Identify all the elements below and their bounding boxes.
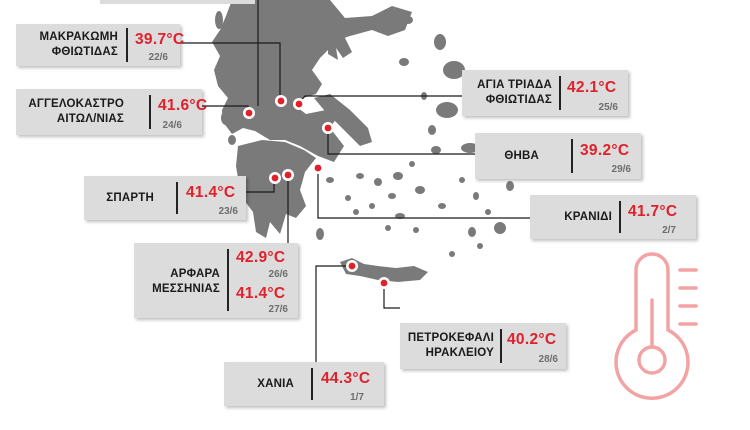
record-date: 24/6 <box>162 120 182 131</box>
location-name-line-1: ΧΑΝΙΑ <box>257 378 294 390</box>
record-date: 26/6 <box>268 269 288 280</box>
landmass <box>212 0 514 282</box>
peloponnese <box>236 140 316 238</box>
marker-arfara <box>282 169 294 181</box>
card-divider <box>126 28 128 62</box>
card-chania: ΧΑΝΙΑ 44.3°C 1/7 <box>224 362 384 406</box>
location-name-line-1: ΜΑΚΡΑΚΩΜΗ <box>39 31 118 43</box>
location-name-line-2: ΗΡΑΚΛΕΙΟΥ <box>425 347 494 359</box>
marker-aggelokastro <box>243 107 255 119</box>
connector-thiva <box>327 128 475 155</box>
location-name: ΑΓΓΕΛΟΚΑΣΤΡΟ ΑΙΤΩΛ/ΝΙΑΣ <box>20 97 124 127</box>
card-divider <box>176 182 178 214</box>
temperature-value: 41.6°C <box>158 97 208 114</box>
location-name: ΧΑΝΙΑ <box>228 377 294 392</box>
marker-makrakomi <box>275 95 287 107</box>
temperature-value: 41.7°C <box>628 203 678 220</box>
location-name: ΑΓΙΑ ΤΡΙΑΔΑ ΦΘΙΩΤΙΔΑΣ <box>464 78 552 108</box>
card-sparti: ΣΠΑΡΤΗ 41.4°C 23/6 <box>84 176 246 220</box>
location-name-line-1: ΑΓΓΕΛΟΚΑΣΤΡΟ <box>28 98 124 110</box>
location-name: ΑΡΦΑΡΑ ΜΕΣΣΗΝΙΑΣ <box>138 267 220 297</box>
marker-thiva <box>322 122 334 134</box>
temperature-value: 39.7°C <box>135 31 185 48</box>
location-name-line-2: ΦΘΙΩΤΙΔΑΣ <box>51 46 118 58</box>
marker-chania <box>346 260 358 272</box>
record-date: 29/6 <box>611 164 631 175</box>
location-name-line-1: ΘΗΒΑ <box>504 150 539 162</box>
card-divider <box>619 201 621 233</box>
location-name-line-1: ΣΠΑΡΤΗ <box>106 192 154 204</box>
record-date: 22/6 <box>148 52 168 63</box>
temperature-value: 42.1°C <box>567 79 617 96</box>
card-kranidi: ΚΡΑΝΙΔΙ 41.7°C 2/7 <box>530 195 696 239</box>
marker-sparti <box>269 172 281 184</box>
markers <box>243 95 390 289</box>
location-name-line-1: ΑΓΙΑ ΤΡΙΑΔΑ <box>477 79 552 91</box>
card-divider <box>311 368 313 400</box>
evia-island <box>314 94 372 146</box>
card-divider <box>571 139 573 173</box>
temperature-value: 39.2°C <box>580 142 630 159</box>
card-petrokefali: ΠΕΤΡΟΚΕΦΑΛΙ ΗΡΑΚΛΕΙΟΥ 40.2°C 28/6 <box>400 323 566 369</box>
card-divider <box>149 95 151 129</box>
card-divider <box>227 249 229 311</box>
crete-island <box>340 258 428 282</box>
partial-card-top <box>100 0 255 4</box>
connector-kranidi <box>317 168 530 219</box>
record-date: 2/7 <box>662 225 676 236</box>
card-divider <box>500 329 502 363</box>
record-date: 25/6 <box>598 102 618 113</box>
temperature-value: 41.4°C <box>236 285 286 302</box>
card-arfara: ΑΡΦΑΡΑ ΜΕΣΣΗΝΙΑΣ 42.9°C 26/6 41.4°C 27/6 <box>134 243 298 318</box>
record-date: 1/7 <box>350 392 364 403</box>
temperature-value: 42.9°C <box>236 249 286 266</box>
card-thiva: ΘΗΒΑ 39.2°C 29/6 <box>475 133 641 179</box>
location-name-line-2: ΜΕΣΣΗΝΙΑΣ <box>152 283 220 295</box>
location-name-line-2: ΦΘΙΩΤΙΔΑΣ <box>485 94 552 106</box>
location-name-line-1: ΚΡΑΝΙΔΙ <box>564 211 612 223</box>
temperature-value: 40.2°C <box>507 331 557 348</box>
connector-makrakomi <box>180 42 281 100</box>
record-date: 27/6 <box>268 304 288 315</box>
location-name: ΠΕΤΡΟΚΕΦΑΛΙ ΗΡΑΚΛΕΙΟΥ <box>402 331 494 361</box>
connector-chania <box>315 265 350 374</box>
card-divider <box>559 76 561 110</box>
temperature-value: 41.4°C <box>186 184 236 201</box>
card-agia-triada: ΑΓΙΑ ΤΡΙΑΔΑ ΦΘΙΩΤΙΔΑΣ 42.1°C 25/6 <box>462 70 628 116</box>
marker-petrokefali <box>378 277 390 289</box>
location-name: ΜΑΚΡΑΚΩΜΗ ΦΘΙΩΤΙΔΑΣ <box>20 30 118 60</box>
mainland-greece <box>212 0 412 162</box>
temperature-value: 44.3°C <box>321 370 371 387</box>
location-name-line-2: ΑΙΤΩΛ/ΝΙΑΣ <box>56 113 124 125</box>
location-name: ΣΠΑΡΤΗ <box>88 191 154 206</box>
marker-agia-triada <box>293 98 305 110</box>
location-name: ΘΗΒΑ <box>479 149 539 164</box>
connector-petrokefali <box>383 284 400 309</box>
location-name-line-1: ΑΡΦΑΡΑ <box>170 268 220 280</box>
chalkidiki <box>328 36 352 60</box>
marker-kranidi <box>312 162 324 174</box>
thermometer-icon <box>614 252 698 400</box>
location-name-line-1: ΠΕΤΡΟΚΕΦΑΛΙ <box>407 332 494 344</box>
record-date: 28/6 <box>538 354 558 365</box>
record-date: 23/6 <box>218 206 238 217</box>
location-name: ΚΡΑΝΙΔΙ <box>534 210 612 225</box>
card-makrakomi: ΜΑΚΡΑΚΩΜΗ ΦΘΙΩΤΙΔΑΣ 39.7°C 22/6 <box>16 24 184 66</box>
card-aggelokastro: ΑΓΓΕΛΟΚΑΣΤΡΟ ΑΙΤΩΛ/ΝΙΑΣ 41.6°C 24/6 <box>16 89 207 135</box>
